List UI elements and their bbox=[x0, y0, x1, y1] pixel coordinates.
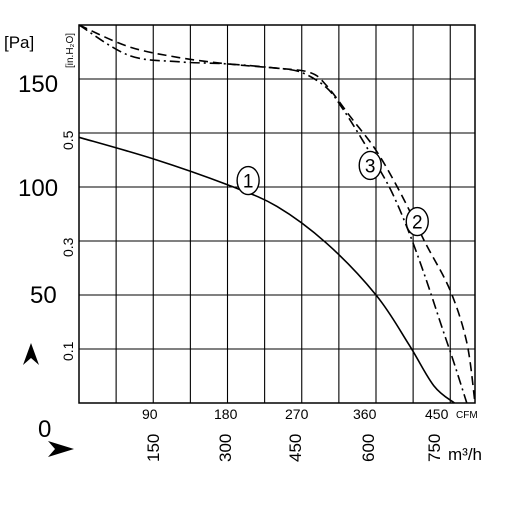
x-tick-cfm-360: 360 bbox=[353, 406, 377, 422]
y-tick-pa-100: 100 bbox=[18, 175, 58, 202]
x-tick-m3h-600: 600 bbox=[359, 434, 378, 462]
right-arrow-icon bbox=[48, 441, 74, 457]
up-arrow-icon bbox=[23, 343, 39, 365]
curve-1 bbox=[78, 136, 455, 404]
y-tick-inh2o-0.3: 0.3 bbox=[60, 237, 76, 257]
x-tick-m3h-150: 150 bbox=[144, 434, 163, 462]
y-label-pa: [Pa] bbox=[4, 33, 34, 52]
curve-label-1: 1 bbox=[243, 172, 254, 193]
curve-2 bbox=[78, 24, 476, 404]
curve-label-circle-3 bbox=[358, 150, 382, 181]
y-tick-pa-0: 0 bbox=[38, 416, 51, 443]
curve-label-3: 3 bbox=[365, 156, 376, 177]
curve-labels: 1 2 3 bbox=[236, 150, 429, 237]
x-tick-cfm-180: 180 bbox=[214, 406, 238, 422]
x-tick-cfm-90: 90 bbox=[142, 406, 158, 422]
y-label-inh2o: [in.H₂O] bbox=[65, 33, 76, 68]
y-tick-pa-150: 150 bbox=[18, 71, 58, 98]
x-tick-m3h-300: 300 bbox=[216, 434, 235, 462]
x-tick-cfm-270: 270 bbox=[285, 406, 309, 422]
y-tick-inh2o-0.5: 0.5 bbox=[60, 130, 76, 150]
x-tick-m3h-450: 450 bbox=[286, 434, 305, 462]
curve-label-circle-2 bbox=[405, 206, 429, 237]
x-tick-cfm-450: 450 bbox=[425, 406, 449, 422]
grid bbox=[79, 25, 475, 403]
x-tick-m3h-750: 750 bbox=[425, 434, 444, 462]
x-label-cfm: CFM bbox=[456, 410, 478, 421]
curve-3 bbox=[78, 24, 468, 404]
curve-label-2: 2 bbox=[412, 213, 423, 234]
curves bbox=[78, 24, 476, 404]
plot-frame bbox=[78, 24, 476, 404]
curve-label-circle-1 bbox=[236, 165, 260, 196]
x-label-m3h: m³/h bbox=[448, 445, 482, 464]
y-tick-inh2o-0.1: 0.1 bbox=[60, 341, 76, 361]
y-tick-pa-50: 50 bbox=[30, 282, 57, 309]
